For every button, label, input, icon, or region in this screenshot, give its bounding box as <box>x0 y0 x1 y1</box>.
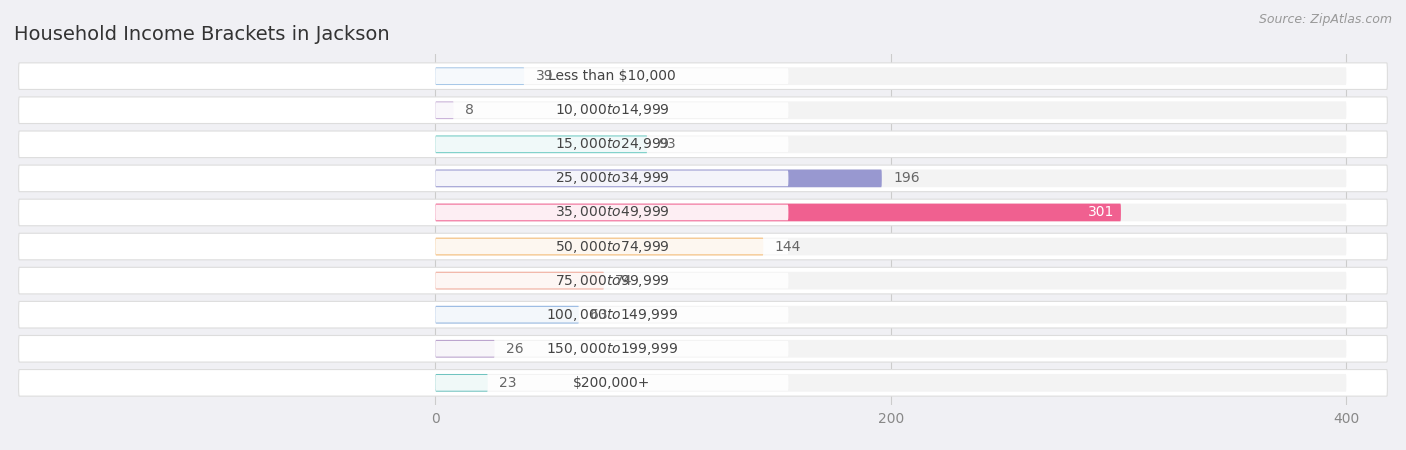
FancyBboxPatch shape <box>18 336 1388 362</box>
FancyBboxPatch shape <box>436 68 1347 85</box>
FancyBboxPatch shape <box>436 272 1347 289</box>
Text: Source: ZipAtlas.com: Source: ZipAtlas.com <box>1258 14 1392 27</box>
FancyBboxPatch shape <box>436 340 1347 358</box>
FancyBboxPatch shape <box>436 170 1347 187</box>
Text: Less than $10,000: Less than $10,000 <box>548 69 676 83</box>
Text: 23: 23 <box>499 376 516 390</box>
FancyBboxPatch shape <box>18 97 1388 123</box>
FancyBboxPatch shape <box>18 233 1388 260</box>
FancyBboxPatch shape <box>436 101 1347 119</box>
FancyBboxPatch shape <box>436 170 882 187</box>
FancyBboxPatch shape <box>436 203 1121 221</box>
FancyBboxPatch shape <box>18 267 1388 294</box>
Text: $35,000 to $49,999: $35,000 to $49,999 <box>554 204 669 220</box>
FancyBboxPatch shape <box>436 171 789 186</box>
Text: $25,000 to $34,999: $25,000 to $34,999 <box>554 171 669 186</box>
Text: 63: 63 <box>591 308 607 322</box>
FancyBboxPatch shape <box>436 375 789 391</box>
Text: 144: 144 <box>775 239 801 253</box>
FancyBboxPatch shape <box>18 131 1388 158</box>
FancyBboxPatch shape <box>436 374 488 392</box>
Text: 39: 39 <box>536 69 553 83</box>
FancyBboxPatch shape <box>18 199 1388 226</box>
FancyBboxPatch shape <box>436 306 1347 324</box>
FancyBboxPatch shape <box>436 273 789 288</box>
FancyBboxPatch shape <box>436 238 789 254</box>
FancyBboxPatch shape <box>436 103 789 118</box>
FancyBboxPatch shape <box>436 238 763 256</box>
FancyBboxPatch shape <box>18 369 1388 396</box>
FancyBboxPatch shape <box>436 306 579 324</box>
FancyBboxPatch shape <box>436 135 1347 153</box>
Text: 74: 74 <box>616 274 633 288</box>
FancyBboxPatch shape <box>436 307 789 323</box>
FancyBboxPatch shape <box>436 238 1347 256</box>
FancyBboxPatch shape <box>436 135 647 153</box>
FancyBboxPatch shape <box>436 68 524 85</box>
Text: $100,000 to $149,999: $100,000 to $149,999 <box>546 307 678 323</box>
FancyBboxPatch shape <box>18 302 1388 328</box>
FancyBboxPatch shape <box>18 63 1388 90</box>
Text: 196: 196 <box>893 171 920 185</box>
FancyBboxPatch shape <box>436 68 789 84</box>
FancyBboxPatch shape <box>436 136 789 152</box>
FancyBboxPatch shape <box>436 341 789 356</box>
Text: $50,000 to $74,999: $50,000 to $74,999 <box>554 238 669 255</box>
FancyBboxPatch shape <box>436 340 495 358</box>
Text: 93: 93 <box>658 137 676 151</box>
FancyBboxPatch shape <box>18 165 1388 192</box>
Text: $15,000 to $24,999: $15,000 to $24,999 <box>554 136 669 152</box>
FancyBboxPatch shape <box>436 203 1347 221</box>
Text: $200,000+: $200,000+ <box>574 376 651 390</box>
Text: Household Income Brackets in Jackson: Household Income Brackets in Jackson <box>14 25 389 44</box>
FancyBboxPatch shape <box>436 272 605 289</box>
Text: $150,000 to $199,999: $150,000 to $199,999 <box>546 341 678 357</box>
FancyBboxPatch shape <box>436 205 789 220</box>
Text: $10,000 to $14,999: $10,000 to $14,999 <box>554 102 669 118</box>
Text: 301: 301 <box>1088 206 1114 220</box>
FancyBboxPatch shape <box>436 101 454 119</box>
Text: 8: 8 <box>465 103 474 117</box>
Text: $75,000 to $99,999: $75,000 to $99,999 <box>554 273 669 288</box>
FancyBboxPatch shape <box>436 374 1347 392</box>
Text: 26: 26 <box>506 342 523 356</box>
